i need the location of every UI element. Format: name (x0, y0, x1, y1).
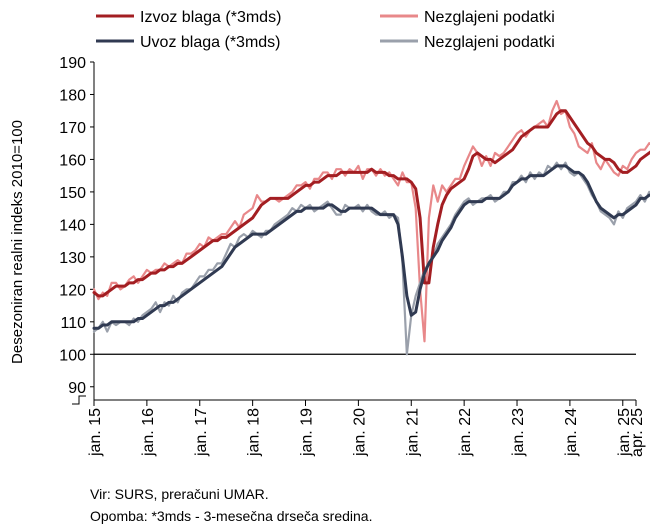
legend-item: Izvoz blaga (*3mds) (96, 9, 281, 26)
y-axis-label: Desezoniran realni indeks 2010=100 (9, 120, 26, 364)
y-tick-label: 180 (59, 87, 86, 104)
series-line-uvoz-smoothed (92, 164, 650, 330)
axis-break-icon (72, 395, 86, 405)
legend-item: Nezglajeni podatki (380, 9, 555, 26)
legend-label: Uvoz blaga (*3mds) (140, 34, 281, 51)
y-tick-label: 160 (59, 152, 86, 169)
x-tick-label: apr. 25 (629, 408, 646, 457)
series-line-izvoz-raw (92, 99, 650, 343)
y-tick-label: 170 (59, 120, 86, 137)
y-tick-label: 110 (60, 315, 86, 332)
x-tick-label: jan. 20 (351, 408, 368, 457)
y-tick-label: 100 (59, 347, 86, 364)
y-tick-label: 190 (59, 55, 86, 72)
x-tick-label: jan. 16 (140, 408, 157, 457)
legend-label: Izvoz blaga (*3mds) (140, 9, 281, 26)
legend-label: Nezglajeni podatki (424, 34, 555, 51)
x-tick-label: jan. 17 (193, 408, 210, 457)
series-line-izvoz-smoothed (92, 109, 650, 298)
x-tick-label: jan. 21 (404, 408, 421, 457)
y-tick-label: 130 (59, 250, 86, 267)
x-tick-label: jan. 24 (563, 408, 580, 457)
y-tick-label: 90 (68, 380, 86, 397)
axes: 90 100 110 120 130 140 150 160 170 180 190 jan. 15 j… (59, 55, 646, 457)
x-tick-label: jan. 25 (616, 408, 633, 457)
y-tick-label: 120 (59, 282, 86, 299)
series-line-uvoz-raw (92, 161, 650, 356)
legend-label: Nezglajeni podatki (424, 9, 555, 26)
legend: Izvoz blaga (*3mds) Nezglajeni podatki Uvo… (96, 9, 555, 51)
legend-item: Nezglajeni podatki (380, 34, 555, 51)
series-lines (92, 99, 650, 356)
x-tick-label: jan. 15 (87, 408, 104, 457)
x-tick-label: jan. 23 (510, 408, 527, 457)
footnote: Opomba: *3mds - 3-mesečna drseča sredina… (90, 508, 373, 524)
y-tick-label: 140 (59, 217, 86, 234)
legend-item: Uvoz blaga (*3mds) (96, 34, 281, 51)
source-note: Vir: SURS, preračuni UMAR. (90, 486, 269, 502)
x-tick-label: jan. 22 (457, 408, 474, 457)
x-tick-label: jan. 18 (246, 408, 263, 457)
y-tick-label: 150 (59, 185, 86, 202)
x-tick-label: jan. 19 (299, 408, 316, 457)
